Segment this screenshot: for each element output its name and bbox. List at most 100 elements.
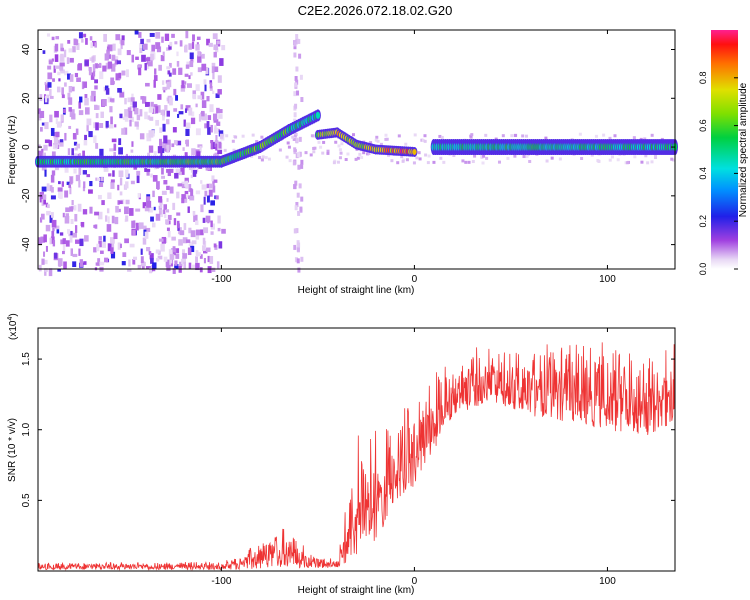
spectrogram-noise-cell [169,254,175,260]
spectrogram-noise-cell [57,258,63,267]
snr-panel: -100 0 100 0.5 1.0 1.5 Height of straight li… [7,313,676,596]
spectrogram-noise-cell [209,256,214,264]
spectrogram-noise-cell [43,234,47,243]
spectrogram-noise-cell [190,189,194,196]
spectrogram-noise-cell [219,58,224,66]
spectrogram-noise-cell [191,148,196,156]
spectrogram-noise-cell [94,79,98,84]
spectrogram-noise-cell [338,156,342,160]
spectrogram-noise-cell [294,180,298,186]
spectrogram-noise-cell [162,209,166,215]
spectrogram-noise-cell [143,225,147,232]
spectrogram-noise-cell [149,116,154,121]
spectrogram-noise-cell [71,113,76,120]
spectrogram-noise-cell [84,60,89,66]
colorbar-gradient [711,30,738,269]
spectrogram-noise-cell [369,141,373,145]
spectrogram-noise-cell [41,199,45,206]
spectrogram-noise-cell [146,169,150,176]
spectrogram-noise-cell [415,156,419,160]
spectrogram-noise-cell [117,200,120,205]
spectrogram-noise-cell [182,183,187,189]
spectrogram-noise-cell [68,184,72,188]
spectrogram-noise-cell [75,39,79,46]
spectrogram-noise-cell [89,36,93,41]
spectrogram-noise-cell [118,170,124,178]
spectrogram-noise-cell [166,169,171,173]
spectrogram-noise-cell [72,153,78,157]
spectrogram-noise-cell [106,208,110,214]
spectrogram-noise-cell [300,97,304,103]
spectrogram-noise-cell [161,236,167,244]
spectrogram-noise-cell [142,43,148,50]
spectrogram-noise-cell [85,38,88,45]
spectrogram-noise-cell [60,114,64,122]
spectrogram-noise-cell [49,114,53,123]
spectrogram-noise-cell [80,222,85,227]
spectrogram-noise-cell [197,67,202,73]
spectrogram-noise-cell [136,170,141,176]
spectrogram-noise-cell [300,196,304,202]
spectrogram-noise-cell [145,168,151,172]
spectrogram-noise-cell [107,243,112,252]
spectrogram-noise-cell [412,161,416,165]
spectrogram-noise-cell [99,261,105,266]
spectrogram-noise-cell [84,107,90,115]
spectrogram-noise-cell [165,209,170,213]
spectrogram-noise-cell [204,190,208,197]
spectrogram-noise-cell [294,103,298,109]
spectrogram-noise-cell [167,169,172,177]
spectrogram-noise-cell [484,133,488,137]
spectrogram-noise-cell [183,198,188,203]
spectrogram-noise-cell [293,91,297,97]
spectrogram-noise-cell [217,227,221,232]
spectrogram-y-tick-label: 0 [21,144,32,150]
spectrogram-noise-cell [214,125,217,133]
spectrogram-noise-cell [326,149,330,153]
spectrogram-noise-cell [99,71,104,80]
spectrogram-noise-cell [67,40,71,44]
spectrogram-noise-cell [117,184,120,191]
spectrogram-noise-cell [65,213,70,221]
spectrogram-noise-cell [83,33,87,38]
spectrogram-noise-cell [158,238,164,242]
spectrogram-noise-cell [62,238,66,245]
spectrogram-frame [37,29,676,270]
spectrogram-y-ticks: -40 -20 0 20 40 [21,44,675,252]
spectrogram-noise-cell [135,208,141,212]
spectrogram-noise-cell [213,113,218,121]
spectrogram-noise-cell [94,63,99,69]
spectrogram-noise-cell [304,151,308,155]
spectrogram-noise-cell [375,135,379,139]
spectrogram-x-tick-label: -100 [211,274,231,285]
spectrogram-noise-cell [81,81,85,90]
spectrogram-noise-cell [219,133,224,139]
spectrogram-noise-cell [69,186,72,195]
spectrogram-noise-cell [179,40,183,47]
spectrogram-noise-cell [130,149,134,153]
spectrogram-noise-cell [106,224,112,232]
spectrogram-noise-cell [61,181,64,187]
spectrogram-noise-cell [187,206,190,213]
spectrogram-noise-cell [66,181,70,186]
spectrogram-noise-cell [294,76,298,82]
spectrogram-noise-cell [44,169,47,177]
spectrogram-noise-cell [108,124,114,129]
spectrogram-noise-cell [234,135,238,139]
spectrogram-noise-cell [155,257,160,262]
spectrogram-noise-cell [384,133,388,137]
spectrogram-noise-cell [67,73,71,80]
spectrogram-noise-cell [191,111,195,117]
spectrogram-noise-cell [163,135,168,144]
spectrogram-noise-cell [84,94,88,100]
spectrogram-noise-cell [97,258,101,266]
spectrogram-noise-cell [404,142,408,146]
spectrogram-noise-cell [216,261,220,269]
spectrogram-noise-cell [528,159,532,163]
spectrogram-y-tick-label: 40 [21,44,32,56]
spectrogram-noise-cell [197,144,203,148]
spectrogram-y-tick-label: 20 [21,92,32,104]
spectrogram-noise-cell [423,134,427,138]
spectrogram-noise-cell [99,148,104,156]
